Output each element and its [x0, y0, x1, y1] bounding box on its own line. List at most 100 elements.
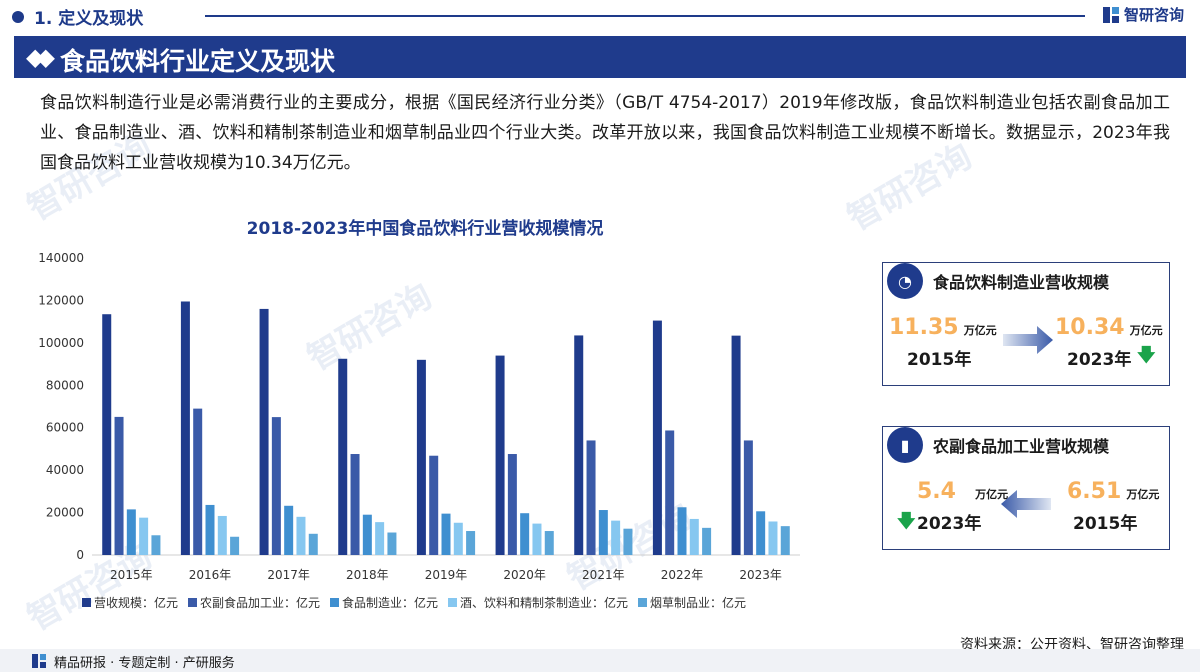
footer-text: 精品研报 · 专题定制 · 产研服务 [54, 656, 235, 671]
legend-swatch [448, 598, 457, 607]
agri-processing-revenue-card: ▮ 农副食品加工业营收规模 5.4 万亿元 🡇 2023年 6.51 万亿元 2… [882, 426, 1170, 550]
y-tick-label: 0 [76, 548, 84, 562]
bar [623, 528, 633, 555]
bar [193, 408, 203, 555]
bar [532, 523, 542, 555]
bar [308, 533, 318, 555]
legend-label: 营收规模：亿元 [94, 595, 178, 610]
pie-chart-icon: ◔ [887, 263, 923, 299]
value-unit: 万亿元 [963, 324, 997, 337]
y-tick-label: 60000 [46, 421, 84, 435]
brand-logo: 智研咨询 [1102, 4, 1184, 25]
revenue-bar-chart: 0 20000 40000 60000 80000 100000 120000 140000 2… [38, 251, 800, 610]
y-tick-label: 40000 [46, 463, 84, 477]
footer-logo-icon [32, 654, 46, 668]
bar [756, 511, 766, 555]
chart-title: 2018-2023年中国食品饮料行业营收规模情况 [246, 219, 604, 239]
bar [586, 440, 596, 555]
page-title: 食品饮料行业定义及现状 [60, 47, 336, 76]
legend-label: 农副食品加工业：亿元 [200, 595, 320, 610]
card-header: ◔ 食品饮料制造业营收规模 [883, 263, 1169, 299]
title-banner [14, 36, 1186, 78]
y-tick-label: 100000 [38, 336, 84, 350]
manufacturing-revenue-card: ◔ 食品饮料制造业营收规模 11.35 万亿元 2015年 10.34 万亿元 … [882, 262, 1170, 386]
bar-chart-icon: ▮ [887, 427, 923, 463]
value-2015: 11.35 [889, 315, 959, 340]
legend-label: 酒、饮料和精制茶制造业：亿元 [460, 595, 628, 610]
value-2023: 10.34 [1055, 315, 1125, 340]
section-bullet [12, 11, 24, 23]
y-tick-label: 120000 [38, 293, 84, 307]
end-value: 5.4 万亿元 [917, 479, 1008, 504]
start-value: 11.35 万亿元 [889, 315, 997, 340]
y-tick-label: 140000 [38, 251, 84, 265]
x-tick-label: 2017年 [267, 568, 310, 582]
y-tick-label: 20000 [46, 506, 84, 520]
x-tick-label: 2020年 [503, 568, 546, 582]
end-value: 10.34 万亿元 [1055, 315, 1163, 340]
diamond-icon: ◆◆ [26, 43, 55, 71]
bar [271, 417, 281, 555]
bar [574, 335, 584, 555]
section-title: 1. 定义及现状 [34, 9, 144, 29]
arrow-right-icon [1003, 326, 1053, 354]
card-header: ▮ 农副食品加工业营收规模 [883, 427, 1169, 463]
bar [598, 510, 608, 555]
card-title: 食品饮料制造业营收规模 [933, 273, 1110, 292]
section-divider [205, 15, 1085, 17]
bar [151, 535, 161, 555]
bar [665, 430, 675, 555]
bar [180, 301, 190, 555]
x-tick-label: 2019年 [425, 568, 468, 582]
card-title: 农副食品加工业营收规模 [933, 437, 1110, 456]
intro-paragraph: 食品饮料制造行业是必需消费行业的主要成分，根据《国民经济行业分类》（GB/T 4… [40, 93, 1170, 173]
bar [495, 355, 505, 555]
y-tick-label: 80000 [46, 378, 84, 392]
bar [350, 454, 360, 555]
legend-swatch [188, 598, 197, 607]
bar [743, 440, 753, 555]
start-value: 6.51 万亿元 [1067, 479, 1159, 504]
value-unit: 万亿元 [1126, 488, 1160, 501]
x-tick-label: 2023年 [739, 568, 782, 582]
bar [507, 454, 517, 555]
bar [702, 527, 712, 555]
bar [114, 416, 124, 555]
down-arrow-icon: 🡇 [1137, 345, 1156, 366]
bar [217, 515, 227, 555]
bar [296, 516, 306, 555]
legend-label: 烟草制品业：亿元 [650, 595, 746, 610]
bar [768, 521, 778, 555]
bar [520, 513, 530, 555]
x-tick-label: 2016年 [189, 568, 232, 582]
legend-swatch [330, 598, 339, 607]
bar [387, 532, 397, 555]
bar [362, 514, 372, 555]
bar [429, 455, 439, 555]
bar [259, 308, 269, 555]
bar [375, 522, 385, 555]
bar [338, 358, 348, 555]
bar [284, 505, 294, 555]
bar [611, 520, 621, 555]
down-arrow-icon: 🡇 [897, 511, 916, 532]
bar [731, 335, 741, 555]
value-unit: 万亿元 [1129, 324, 1163, 337]
bar [780, 526, 790, 555]
bar [466, 531, 476, 555]
legend-label: 食品制造业：亿元 [342, 595, 438, 610]
legend-swatch [82, 598, 91, 607]
brand-logo-icon [1102, 6, 1119, 23]
x-tick-label: 2018年 [346, 568, 389, 582]
bar [139, 517, 149, 555]
bar [677, 507, 687, 555]
bar [102, 314, 112, 555]
year-label: 2015年 [1073, 514, 1138, 534]
value-2015: 6.51 [1067, 479, 1122, 504]
bar [230, 536, 240, 555]
value-unit: 万亿元 [975, 488, 1009, 501]
footer-bar [0, 649, 1200, 672]
x-tick-label: 2015年 [110, 568, 153, 582]
bar [416, 359, 426, 555]
bar [544, 531, 554, 555]
